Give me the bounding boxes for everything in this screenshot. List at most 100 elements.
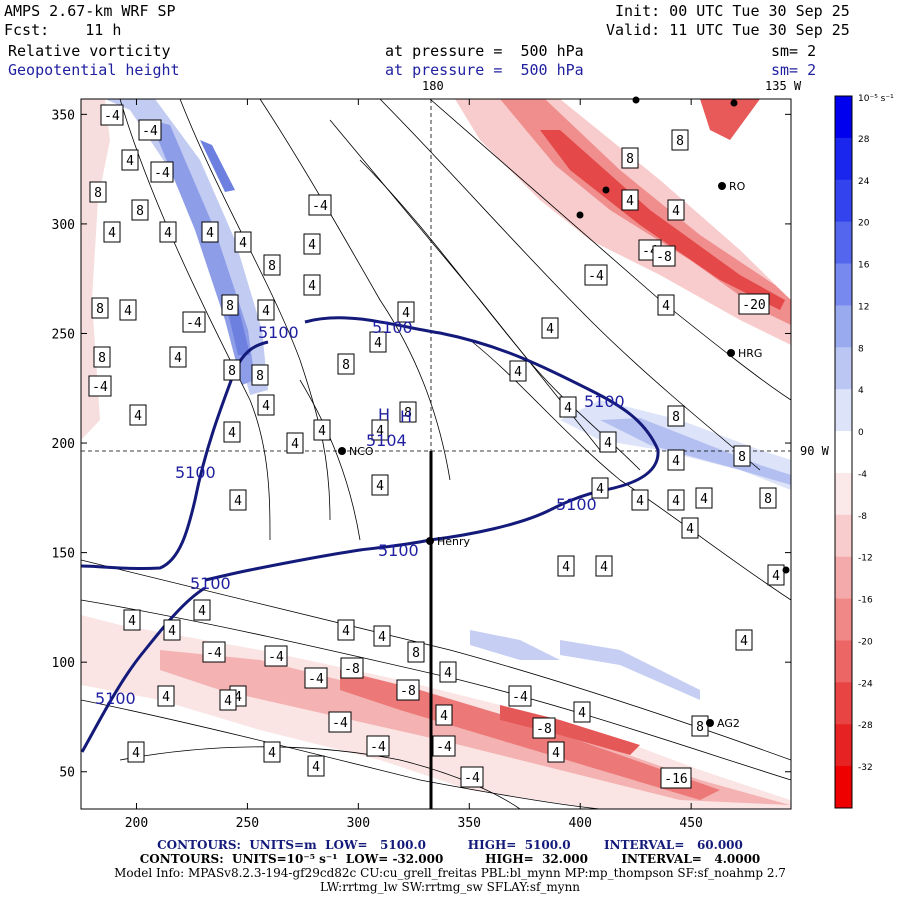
svg-text:4: 4 — [126, 154, 134, 169]
svg-text:4: 4 — [239, 236, 247, 251]
vorticity-contour-label: -4 — [182, 311, 206, 333]
vorticity-contour — [429, 99, 791, 401]
svg-text:-4: -4 — [588, 269, 604, 284]
vorticity-contour-label: -4 — [202, 641, 226, 663]
vorticity-contour-label: 4 — [373, 625, 391, 647]
svg-text:4: 4 — [672, 204, 680, 219]
colorbar-segment — [835, 766, 852, 809]
svg-text:-8: -8 — [656, 250, 672, 265]
y-tick-label: 100 — [52, 656, 75, 671]
svg-text:-8: -8 — [400, 684, 416, 699]
svg-text:4: 4 — [198, 604, 206, 619]
vorticity-contour-label: 4 — [157, 685, 175, 707]
colorbar-label: 8 — [858, 344, 864, 354]
svg-text:4: 4 — [376, 479, 384, 494]
vorticity-shade — [470, 630, 560, 660]
vorticity-contour-label: 4 — [303, 274, 321, 296]
field2-level: at pressure = 500 hPa — [385, 61, 584, 79]
vorticity-contour-label: -8 — [340, 657, 364, 679]
svg-text:-4: -4 — [186, 316, 202, 331]
y-tick-label: 250 — [52, 327, 75, 342]
vorticity-contour-label: 8 — [691, 715, 709, 737]
vorticity-contour-label: 4 — [129, 404, 147, 426]
field2-name: Geopotential height — [8, 61, 180, 79]
vorticity-contour-label: 4 — [103, 221, 121, 243]
svg-text:4: 4 — [378, 630, 386, 645]
field1-level: at pressure = 500 hPa — [385, 42, 584, 60]
vorticity-contour-label: 8 — [733, 445, 751, 467]
colorbar-segment — [835, 514, 852, 558]
svg-text:4: 4 — [312, 760, 320, 775]
vorticity-contour — [379, 99, 761, 471]
colorbar-label: 0 — [858, 428, 864, 438]
vorticity-contour-label: 8 — [399, 401, 417, 423]
y-axis: 50 100 150 200 250 300 350 — [52, 108, 791, 781]
svg-text:4: 4 — [672, 454, 680, 469]
svg-text:-4: -4 — [154, 166, 170, 181]
svg-text:-4: -4 — [370, 740, 386, 755]
svg-text:-16: -16 — [664, 772, 687, 787]
vorticity-contour — [259, 99, 451, 481]
vorticity-contour-label: 4 — [286, 432, 304, 454]
footer-physics-info: LW:rrtmg_lw SW:rrtmg_sw SFLAY:sf_mynn — [319, 880, 581, 894]
station-marker: RO — [718, 180, 746, 193]
svg-text:4: 4 — [108, 226, 116, 241]
vorticity-contour-label: -4 — [432, 735, 456, 757]
vorticity-contour-label: 8 — [759, 487, 777, 509]
svg-text:-4: -4 — [436, 740, 452, 755]
vorticity-contour-label: 4 — [163, 619, 181, 641]
vorticity-contour-label: 4 — [595, 555, 613, 577]
vorticity-contour — [179, 99, 331, 521]
svg-text:4: 4 — [562, 560, 570, 575]
geopotential-contour-label: 5100 — [95, 689, 136, 708]
svg-text:4: 4 — [318, 424, 326, 439]
vorticity-contour-label: 4 — [621, 189, 639, 211]
station-marker: HRG — [727, 347, 762, 360]
station-marker — [576, 211, 584, 219]
colorbar-label: 28 — [858, 135, 870, 145]
svg-text:8: 8 — [672, 410, 680, 425]
vorticity-contour-label: 8 — [221, 294, 239, 316]
y-tick-label: 150 — [52, 547, 75, 562]
vorticity-contour-label: 4 — [435, 704, 453, 726]
svg-text:-20: -20 — [742, 298, 765, 313]
vorticity-contour-label: 8 — [407, 641, 425, 663]
vorticity-contour-label: 4 — [219, 689, 237, 711]
svg-text:8: 8 — [268, 259, 276, 274]
colorbar-segment — [835, 137, 852, 181]
svg-text:4: 4 — [224, 694, 232, 709]
svg-text:-4: -4 — [332, 716, 348, 731]
svg-text:-4: -4 — [104, 109, 120, 124]
vorticity-contour-label: 4 — [667, 489, 685, 511]
vorticity-shade — [340, 670, 720, 800]
vorticity-shade — [81, 99, 110, 440]
vorticity-contour-label: 4 — [121, 149, 139, 171]
svg-text:8: 8 — [228, 364, 236, 379]
svg-text:4: 4 — [234, 494, 242, 509]
colorbar-segment — [835, 598, 852, 641]
vorticity-contour-label: -20 — [738, 293, 770, 315]
vorticity-contour-label: 4 — [509, 360, 527, 382]
vorticity-contour-label: -4 — [366, 735, 390, 757]
station-marker: Henry — [426, 535, 471, 548]
vorticity-contour-label: 8 — [131, 199, 149, 221]
vorticity-shade — [700, 99, 760, 140]
colorbar-label: 4 — [858, 386, 864, 396]
vorticity-shade — [200, 140, 235, 192]
vorticity-contour-label: 4 — [223, 421, 241, 443]
x-tick-label: 400 — [568, 816, 591, 831]
svg-text:4: 4 — [402, 306, 410, 321]
svg-text:4: 4 — [564, 401, 572, 416]
svg-text:-4: -4 — [308, 672, 324, 687]
geopotential-contour-label: 5100 — [372, 318, 413, 337]
vorticity-contour-label: 4 — [257, 394, 275, 416]
station-layer: NCO Henry HRG AG2 RO — [338, 96, 790, 730]
vorticity-contour-label: 8 — [667, 405, 685, 427]
svg-text:4: 4 — [308, 279, 316, 294]
high-marker: H — [378, 405, 390, 424]
station-marker — [782, 566, 790, 574]
colorbar-label: -24 — [858, 679, 873, 689]
x-tick-label: 200 — [125, 816, 148, 831]
vorticity-contour-label: -4 — [304, 667, 328, 689]
svg-text:4: 4 — [700, 492, 708, 507]
